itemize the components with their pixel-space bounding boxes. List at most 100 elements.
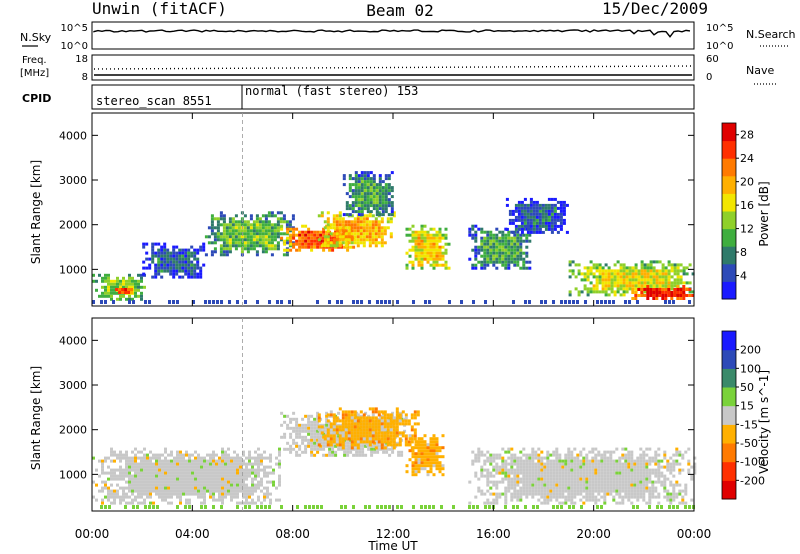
power-cell	[601, 290, 605, 294]
power-cell	[507, 263, 511, 267]
vel-cell	[612, 471, 616, 475]
vel-cell	[495, 483, 499, 487]
vel-cell	[230, 498, 233, 502]
power-cell	[348, 186, 352, 190]
vel-cell	[654, 495, 658, 499]
power-cell	[249, 232, 253, 236]
power-cell	[104, 288, 107, 292]
power-cell	[489, 260, 493, 264]
vel-cell	[170, 480, 173, 484]
power-cell	[258, 241, 262, 245]
vel-cell	[245, 492, 248, 496]
power-cell	[411, 245, 415, 249]
vel-cell	[341, 440, 345, 444]
power-cell	[288, 229, 292, 233]
power-cell	[264, 220, 268, 224]
vel-cell	[371, 431, 375, 435]
vel-cell	[149, 456, 152, 460]
power-cell	[228, 232, 232, 236]
power-cell	[438, 239, 442, 243]
vel-cell	[313, 444, 317, 448]
vel-cell	[597, 474, 601, 478]
vel-cell	[600, 489, 604, 493]
vel-cell	[212, 492, 215, 496]
power-cell	[307, 236, 311, 240]
power-ground-cell	[208, 300, 211, 304]
vel-cell	[326, 431, 330, 435]
power-cell	[107, 282, 110, 286]
power-cell	[547, 221, 551, 225]
vel-cell	[603, 456, 607, 460]
vel-ground-cell	[516, 505, 519, 509]
power-cell	[346, 248, 350, 252]
vel-cell	[504, 468, 508, 472]
power-cell	[381, 198, 385, 202]
power-cell	[231, 223, 235, 227]
vel-cell	[328, 423, 332, 427]
vel-cell	[286, 447, 290, 451]
vel-cell	[245, 465, 248, 469]
power-cell	[350, 223, 354, 227]
vel-cell	[325, 441, 329, 445]
power-cell	[522, 257, 526, 261]
power-cell	[598, 266, 602, 270]
vel-cell	[365, 434, 369, 438]
vel-cell	[531, 489, 535, 493]
vel-cell	[642, 465, 646, 469]
power-cell	[372, 204, 376, 208]
vel-cell	[519, 495, 523, 499]
power-cell	[550, 218, 554, 222]
power-cell	[682, 281, 686, 285]
nsky-trace	[93, 29, 691, 38]
vel-cell	[101, 498, 104, 502]
vel-cell	[298, 444, 302, 448]
vel-cell	[251, 501, 254, 505]
power-cell	[390, 189, 394, 193]
vel-cell	[206, 483, 209, 487]
power-cell	[613, 275, 617, 279]
power-cell	[363, 174, 367, 178]
vel-cell	[362, 425, 366, 429]
power-cell	[486, 248, 490, 252]
vel-ground-cell	[304, 505, 307, 509]
vel-cell	[251, 477, 254, 481]
power-cell	[589, 287, 593, 291]
vel-cell	[413, 434, 417, 438]
power-cell	[356, 238, 360, 242]
power-cell	[119, 279, 122, 283]
power-cell	[357, 186, 361, 190]
power-cell	[289, 242, 293, 246]
vel-cell	[257, 498, 260, 502]
vel-cell	[522, 465, 526, 469]
power-cell	[634, 266, 638, 270]
vel-cell	[325, 453, 329, 457]
vel-cell	[251, 465, 254, 469]
power-cell	[335, 226, 339, 230]
power-cell	[571, 272, 575, 276]
vel-cell	[188, 480, 191, 484]
power-cell	[429, 245, 433, 249]
vel-cell	[137, 483, 140, 487]
vel-cell	[429, 446, 433, 450]
power-cell	[335, 217, 339, 221]
vel-cell	[525, 474, 529, 478]
power-cell	[495, 254, 499, 258]
vel-cell	[322, 435, 326, 439]
power-cell	[310, 245, 314, 249]
vel-cell	[221, 495, 224, 499]
vel-cell	[335, 419, 339, 423]
power-cell	[426, 230, 430, 234]
power-cell	[181, 248, 185, 252]
power-cell	[474, 248, 478, 252]
power-cell	[261, 214, 265, 218]
vel-cell	[507, 480, 511, 484]
vel-cell	[636, 492, 640, 496]
vel-cell	[636, 483, 640, 487]
vel-cell	[486, 489, 490, 493]
vel-cell	[570, 450, 574, 454]
vel-cell	[414, 458, 418, 462]
vel-cell	[612, 459, 616, 463]
power-cell	[267, 229, 271, 233]
power-cell	[426, 236, 430, 240]
vel-cell	[423, 467, 427, 471]
